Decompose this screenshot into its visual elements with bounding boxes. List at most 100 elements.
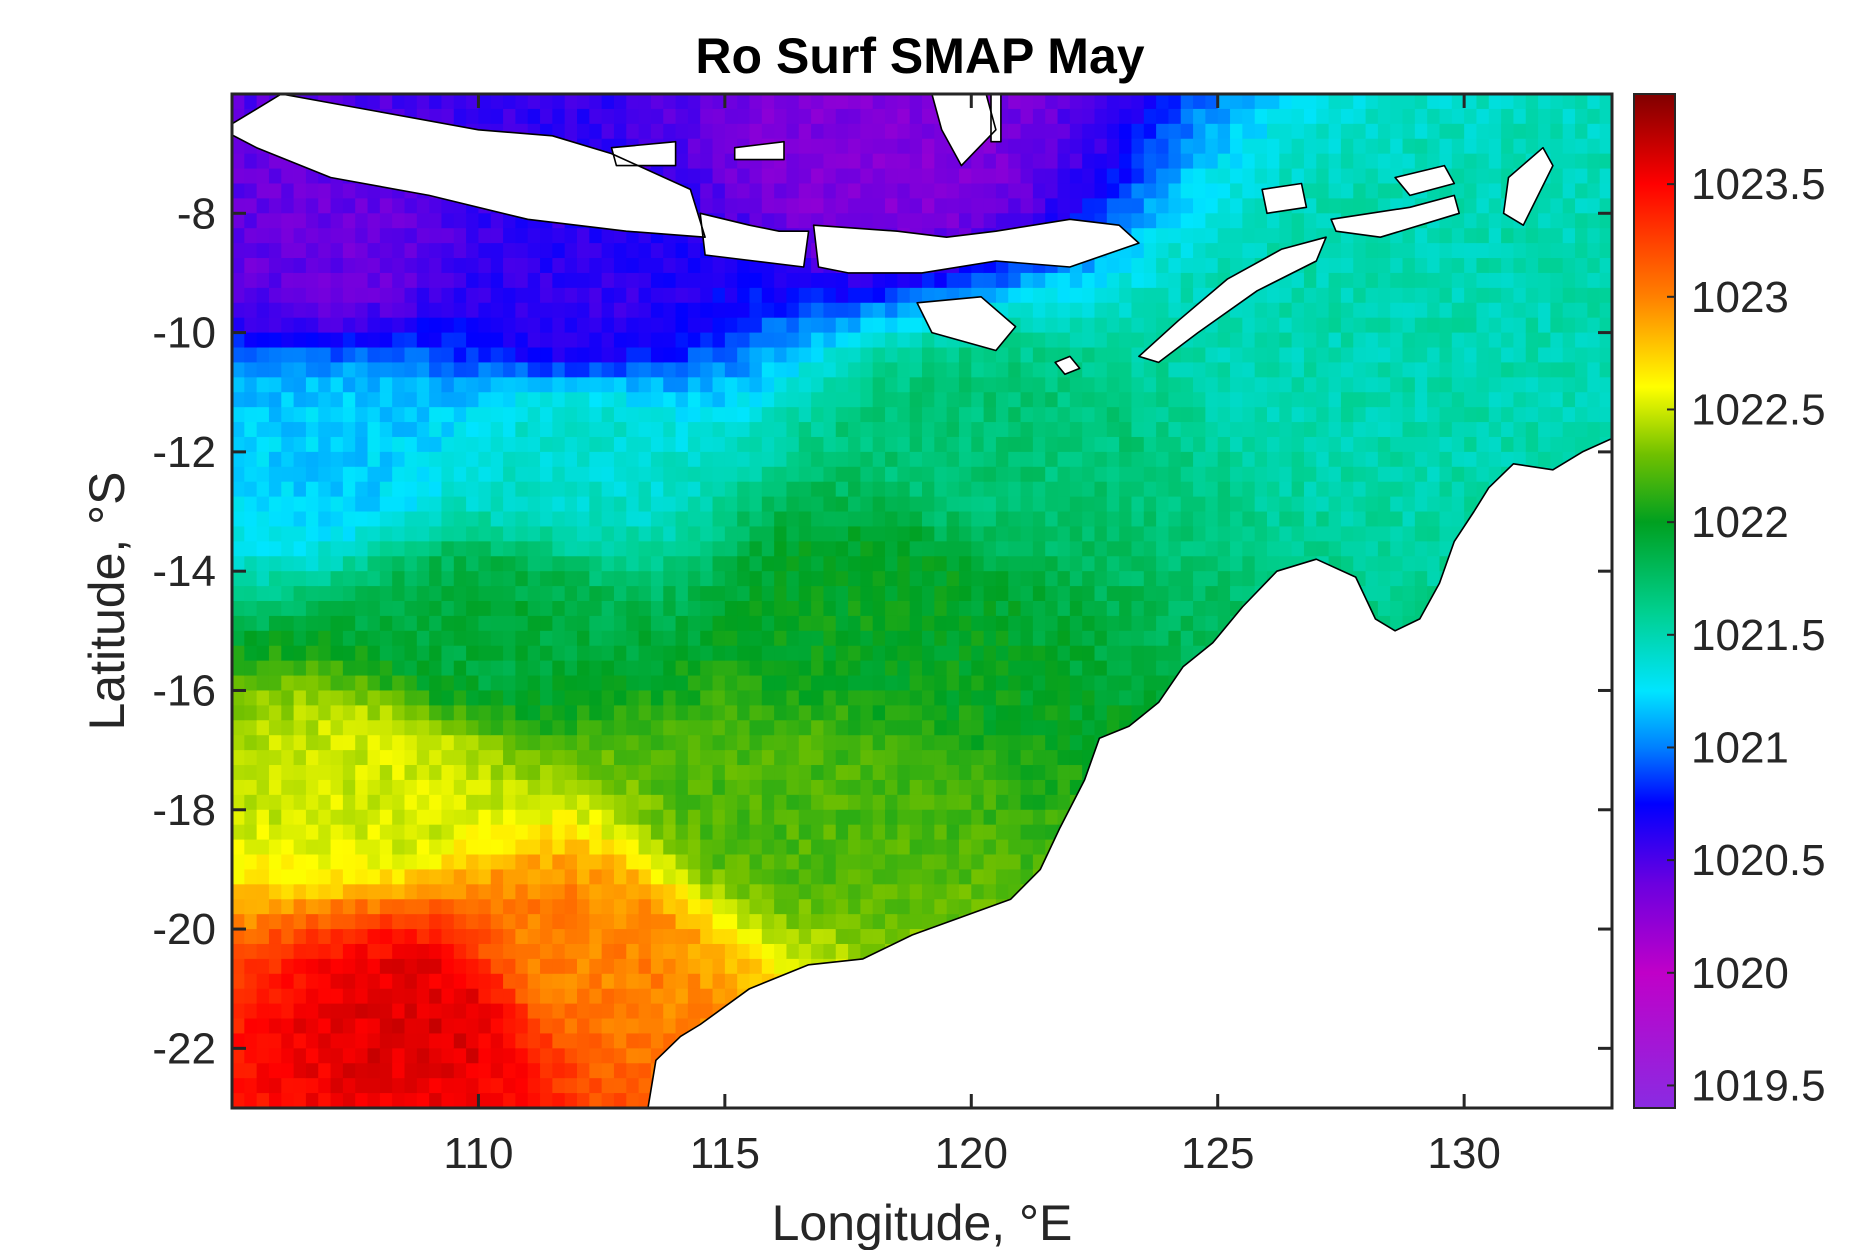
heatmap-cell — [342, 362, 356, 378]
heatmap-cell — [404, 958, 418, 975]
heatmap-cell — [786, 839, 800, 856]
heatmap-cell — [589, 332, 603, 349]
heatmap-cell — [404, 1048, 418, 1064]
heatmap-cell — [367, 869, 381, 885]
heatmap-cell — [515, 1048, 529, 1064]
heatmap-cell — [355, 973, 369, 990]
heatmap-cell — [897, 466, 911, 483]
heatmap-cell — [268, 809, 282, 826]
heatmap-cell — [429, 720, 443, 736]
heatmap-cell — [244, 675, 258, 692]
heatmap-cell — [995, 347, 1009, 364]
heatmap-cell — [268, 362, 282, 378]
heatmap-cell — [737, 794, 751, 811]
heatmap-cell — [577, 1033, 590, 1049]
heatmap-cell — [786, 556, 800, 572]
heatmap-cell — [515, 466, 529, 483]
heatmap-cell — [268, 213, 282, 229]
heatmap-cell — [971, 765, 985, 781]
heatmap-cell — [675, 496, 689, 513]
heatmap-cell — [626, 556, 640, 572]
heatmap-cell — [342, 422, 356, 438]
heatmap-cell — [601, 630, 615, 647]
heatmap-cell — [293, 541, 307, 557]
heatmap-cell — [860, 436, 874, 453]
heatmap-cell — [256, 914, 270, 930]
heatmap-cell — [515, 586, 529, 602]
heatmap-cell — [983, 675, 997, 692]
heatmap-cell — [552, 302, 566, 319]
heatmap-cell — [811, 94, 825, 110]
heatmap-cell — [540, 556, 553, 572]
heatmap-cell — [1008, 272, 1022, 289]
heatmap-cell — [983, 287, 997, 304]
heatmap-cell — [540, 496, 553, 513]
heatmap-cell — [700, 377, 714, 393]
heatmap-cell — [503, 108, 516, 125]
heatmap-cell — [564, 735, 578, 751]
heatmap-cell — [909, 332, 923, 349]
heatmap-cell — [700, 407, 714, 423]
heatmap-cell — [552, 690, 566, 706]
heatmap-cell — [798, 571, 812, 587]
heatmap-cell — [577, 332, 590, 349]
heatmap-cell — [367, 779, 381, 796]
heatmap-cell — [1032, 615, 1046, 632]
heatmap-cell — [527, 988, 541, 1005]
heatmap-cell — [281, 958, 295, 975]
heatmap-cell — [379, 675, 393, 692]
heatmap-cell — [1131, 481, 1145, 498]
heatmap-cell — [712, 735, 726, 751]
heatmap-cell — [552, 94, 566, 110]
heatmap-cell — [318, 496, 332, 513]
heatmap-cell — [737, 735, 751, 751]
heatmap-cell — [564, 1063, 578, 1079]
heatmap-cell — [1131, 243, 1145, 259]
heatmap-cell — [540, 407, 553, 423]
heatmap-cell — [749, 94, 763, 110]
heatmap-cell — [897, 586, 911, 602]
heatmap-cell — [305, 451, 319, 468]
heatmap-cell — [601, 347, 615, 364]
heatmap-cell — [1094, 198, 1108, 214]
heatmap-cell — [700, 809, 714, 826]
heatmap-cell — [897, 168, 911, 185]
heatmap-cell — [811, 779, 825, 796]
heatmap-cell — [650, 108, 664, 125]
heatmap-cell — [441, 943, 455, 960]
heatmap-cell — [934, 571, 948, 587]
heatmap-cell — [392, 914, 406, 930]
heatmap-cell — [281, 705, 295, 721]
heatmap-cell — [429, 586, 443, 602]
heatmap-cell — [540, 884, 553, 900]
heatmap-cell — [700, 436, 714, 453]
heatmap-cell — [453, 392, 467, 408]
heatmap-cell — [983, 884, 997, 900]
heatmap-cell — [466, 94, 480, 110]
heatmap-cell — [650, 929, 664, 945]
heatmap-cell — [256, 228, 270, 244]
heatmap-cell — [613, 750, 627, 766]
heatmap-cell — [552, 571, 566, 587]
heatmap-cell — [650, 272, 664, 289]
heatmap-cell — [650, 824, 664, 841]
heatmap-cell — [392, 869, 406, 885]
heatmap-cell — [318, 1093, 332, 1108]
heatmap-cell — [1057, 794, 1071, 811]
heatmap-cell — [885, 586, 898, 602]
heatmap-cell — [577, 407, 590, 423]
heatmap-cell — [737, 466, 751, 483]
heatmap-cell — [1032, 586, 1046, 602]
heatmap-cell — [355, 317, 369, 334]
heatmap-cell — [872, 869, 886, 885]
heatmap-cell — [1032, 481, 1046, 498]
heatmap-cell — [355, 213, 369, 229]
heatmap-cell — [527, 779, 541, 796]
heatmap-cell — [663, 601, 677, 617]
heatmap-cell — [515, 899, 529, 915]
heatmap-cell — [663, 347, 677, 364]
heatmap-cell — [700, 571, 714, 587]
heatmap-cell — [379, 839, 393, 856]
heatmap-cell — [995, 451, 1009, 468]
heatmap-cell — [1131, 183, 1145, 199]
